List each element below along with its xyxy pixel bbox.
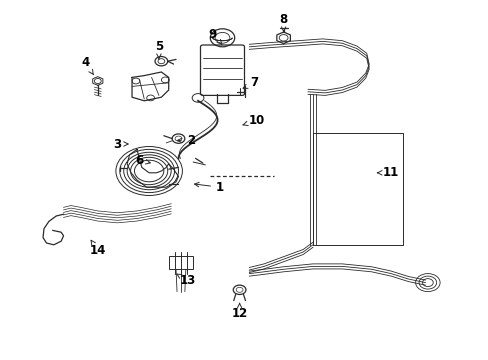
- Text: 13: 13: [177, 274, 196, 287]
- Text: 4: 4: [81, 57, 93, 75]
- Text: 12: 12: [231, 303, 247, 320]
- Text: 2: 2: [177, 134, 194, 147]
- Text: 10: 10: [243, 114, 264, 127]
- Text: 11: 11: [377, 166, 399, 179]
- Bar: [168, 256, 193, 269]
- Text: 8: 8: [279, 13, 287, 32]
- Text: 5: 5: [155, 40, 163, 59]
- Bar: [312, 133, 403, 245]
- Text: 1: 1: [194, 181, 224, 194]
- Text: 7: 7: [243, 76, 258, 89]
- Text: 3: 3: [113, 138, 128, 150]
- Text: 14: 14: [89, 240, 106, 257]
- Text: 6: 6: [135, 154, 150, 167]
- Text: 9: 9: [208, 28, 222, 44]
